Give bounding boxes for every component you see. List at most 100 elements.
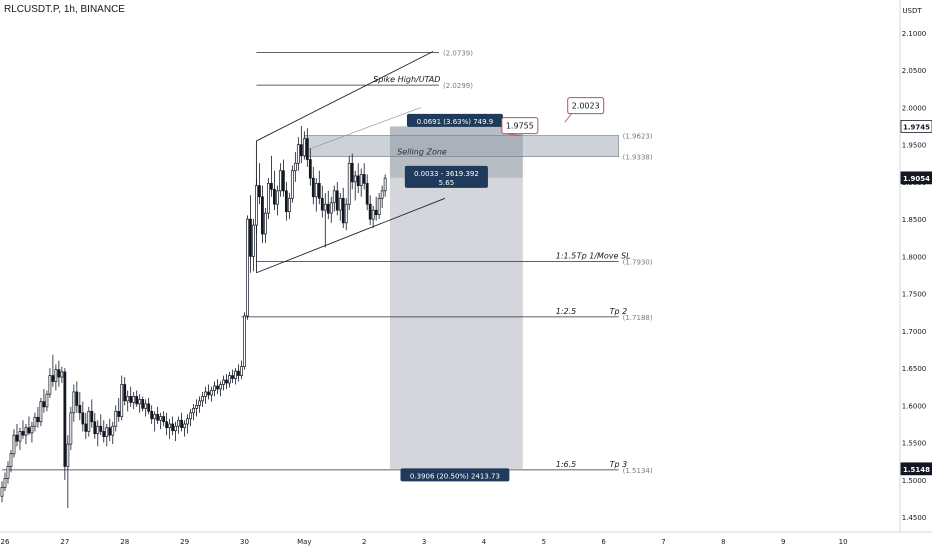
level-price-label: (2.0739): [443, 49, 473, 57]
profit-zone: [389, 177, 523, 469]
candle-body: [114, 410, 118, 427]
candle-body: [180, 419, 183, 429]
candle-body: [24, 427, 28, 436]
candle-body: [9, 453, 13, 467]
time-tick-label: 10: [839, 538, 848, 546]
candle-body: [290, 170, 294, 199]
callout-box: [567, 97, 605, 115]
channel-upper-line: [256, 51, 434, 142]
candle-body: [213, 385, 216, 391]
candle-body: [207, 391, 210, 396]
candle-body: [377, 197, 381, 216]
candle-body: [138, 399, 142, 405]
candle-body: [39, 401, 43, 423]
callout-text: 2.0023: [572, 102, 600, 111]
candle-body: [141, 399, 145, 409]
candle-body: [63, 371, 67, 467]
candle-body: [15, 434, 19, 442]
time-tick-label: 9: [781, 538, 785, 546]
candle-body: [359, 174, 363, 186]
symbol-header[interactable]: RLCUSDT.P, 1h, BINANCE: [4, 4, 125, 15]
risk-label: 0.0691 (3.63%) 749.9: [406, 113, 503, 127]
candle-body: [305, 138, 309, 160]
candle-body: [231, 375, 234, 379]
candle-body: [51, 375, 55, 382]
candle-body: [156, 413, 160, 421]
candle-body: [171, 423, 175, 432]
candle-body: [347, 162, 351, 205]
candle-body: [132, 396, 136, 403]
candle-body: [165, 421, 169, 429]
candle-body: [246, 218, 249, 317]
candle-body: [0, 486, 4, 497]
candle-body: [159, 416, 163, 421]
candle-body: [332, 190, 336, 204]
candle-body: [249, 218, 252, 257]
candle-body: [216, 385, 219, 390]
level-price-label: (2.0299): [443, 82, 473, 90]
candle-body: [317, 183, 321, 199]
candle-body: [228, 375, 231, 384]
candle-body: [287, 197, 291, 213]
price-tick-label: 2.0000: [902, 104, 927, 112]
time-tick-label: 28: [120, 538, 129, 546]
level-ratio-label: 1:1.5: [556, 252, 577, 261]
entry-label-bg: [404, 165, 488, 188]
candle-body: [278, 170, 282, 192]
candle-body: [302, 138, 306, 157]
candle-body: [353, 175, 357, 183]
candle-body: [45, 393, 49, 408]
candle-body: [93, 421, 97, 435]
risk-label-text: 0.0691 (3.63%) 749.9: [417, 118, 494, 126]
entry-label-text: 5.65: [439, 179, 455, 187]
level-price-label: (1.5134): [623, 467, 653, 475]
selling-zone-top-label: (1.9623): [623, 132, 653, 140]
selling-zone-box: [304, 135, 619, 158]
selling-zone-label: Selling Zone: [397, 148, 447, 157]
candle-body: [374, 209, 378, 216]
candle-body: [87, 410, 91, 432]
price-tick-label: 1.5000: [902, 477, 927, 485]
candle-body: [36, 416, 40, 423]
candle-body: [344, 203, 348, 224]
candle-body: [90, 410, 94, 423]
candle-body: [380, 190, 384, 199]
candle-body: [30, 425, 34, 434]
candle-body: [183, 423, 186, 429]
price-tick-label: 1.7500: [902, 291, 927, 299]
candle-body: [383, 177, 387, 192]
candle-body: [293, 162, 297, 172]
target-label: 0.3906 (20.50%) 2413.73: [400, 468, 510, 482]
time-tick-label: 5: [542, 538, 546, 546]
candle-body: [308, 159, 312, 179]
time-tick-label: 4: [482, 538, 487, 546]
labels-layer: Selling Zone (1.9623) (1.9338) (2.0739) (2.0…: [373, 49, 653, 482]
time-tick-label: 26: [1, 538, 10, 546]
candle-body: [126, 396, 130, 402]
candle-body: [48, 375, 52, 395]
candle-body: [272, 188, 276, 205]
price-tick-label: 1.7000: [902, 328, 927, 336]
candle-body: [350, 162, 354, 183]
price-badge: [900, 462, 932, 476]
candle-body: [341, 197, 345, 224]
time-tick-label: 29: [180, 538, 189, 546]
price-tick-label: 2.1000: [902, 30, 927, 38]
candle-body: [311, 177, 315, 198]
candle-body: [102, 431, 106, 437]
time-tick-label: 3: [422, 538, 426, 546]
candle-body: [281, 170, 285, 192]
candle-body: [135, 396, 139, 405]
candle-body: [329, 202, 333, 214]
price-tick-label: 1.8500: [902, 216, 927, 224]
candle-body: [66, 443, 70, 467]
price-badge: [900, 119, 932, 133]
candle-body: [243, 315, 246, 367]
time-tick-label: 30: [240, 538, 249, 546]
candle-body: [147, 403, 151, 412]
target-label-text: 0.3906 (20.50%) 2413.73: [410, 472, 500, 480]
candle-body: [60, 371, 64, 378]
candle-body: [6, 466, 10, 479]
